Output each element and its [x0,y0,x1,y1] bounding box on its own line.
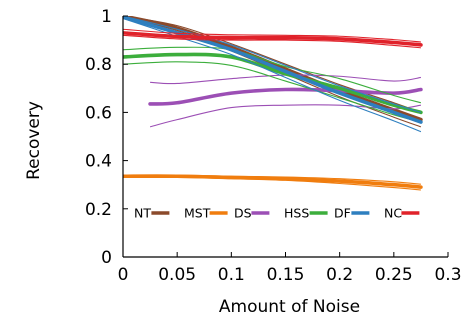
axes-layer: 0 0.2 0.4 0.6 0.8 1 0 0.05 0.1 0.15 0.2 0.25 0.3 [85,7,462,285]
y-tick-label: 0.6 [85,103,112,123]
series-mst-line [123,174,423,189]
series-ds-ci-upper-line [150,74,422,85]
x-tick-label: 0.2 [326,265,353,285]
series-nt-line [123,16,423,122]
series-hss [123,46,423,123]
legend-item-hss: HSS [284,206,328,221]
legend-item-mst: MST [184,206,228,221]
legend-label: HSS [284,206,309,221]
x-tick-label: 0 [118,265,129,285]
series-nc-ci-upper-line [123,28,421,43]
legend-item-nt: NT [134,206,170,221]
y-axis-label: Recovery [24,101,44,180]
x-tick-label: 0.05 [158,265,196,285]
x-tick-label: 0.25 [375,265,413,285]
series-mst [123,174,423,191]
series-layer [123,16,423,191]
legend-label: DS [234,206,252,221]
series-df-ci-upper-line [123,16,422,113]
series-ds-ci-lower-line [149,104,421,128]
y-tick-label: 0.4 [85,152,112,172]
series-df [123,16,423,133]
series-nc-line [123,31,423,47]
series-hss-ci-lower-line [123,61,422,123]
x-tick-label: 0.1 [218,265,245,285]
y-tick-label: 0.2 [85,200,112,220]
series-nc-ci-lower-line [123,34,421,49]
legend: NT MST DS HSS DF NC [134,206,420,221]
y-tick-label: 0 [101,248,112,268]
series-ds-line [148,87,423,106]
legend-item-ds: DS [234,206,270,221]
legend-item-df: DF [334,206,370,221]
series-hss-line [123,52,423,115]
x-tick-label: 0.3 [434,265,461,285]
legend-label: DF [334,206,351,221]
legend-item-nc: NC [384,206,420,221]
x-axis-label: Amount of Noise [219,297,360,317]
y-tick-label: 0.8 [85,55,112,75]
legend-label: NC [384,206,402,221]
legend-label: MST [184,206,211,221]
series-nc [123,28,423,49]
x-tick-label: 0.15 [267,265,305,285]
legend-label: NT [134,206,151,221]
series-nt-ci-upper-line [123,16,422,113]
series-hss-ci-upper-line [123,46,422,104]
y-tick-label: 1 [101,7,112,27]
